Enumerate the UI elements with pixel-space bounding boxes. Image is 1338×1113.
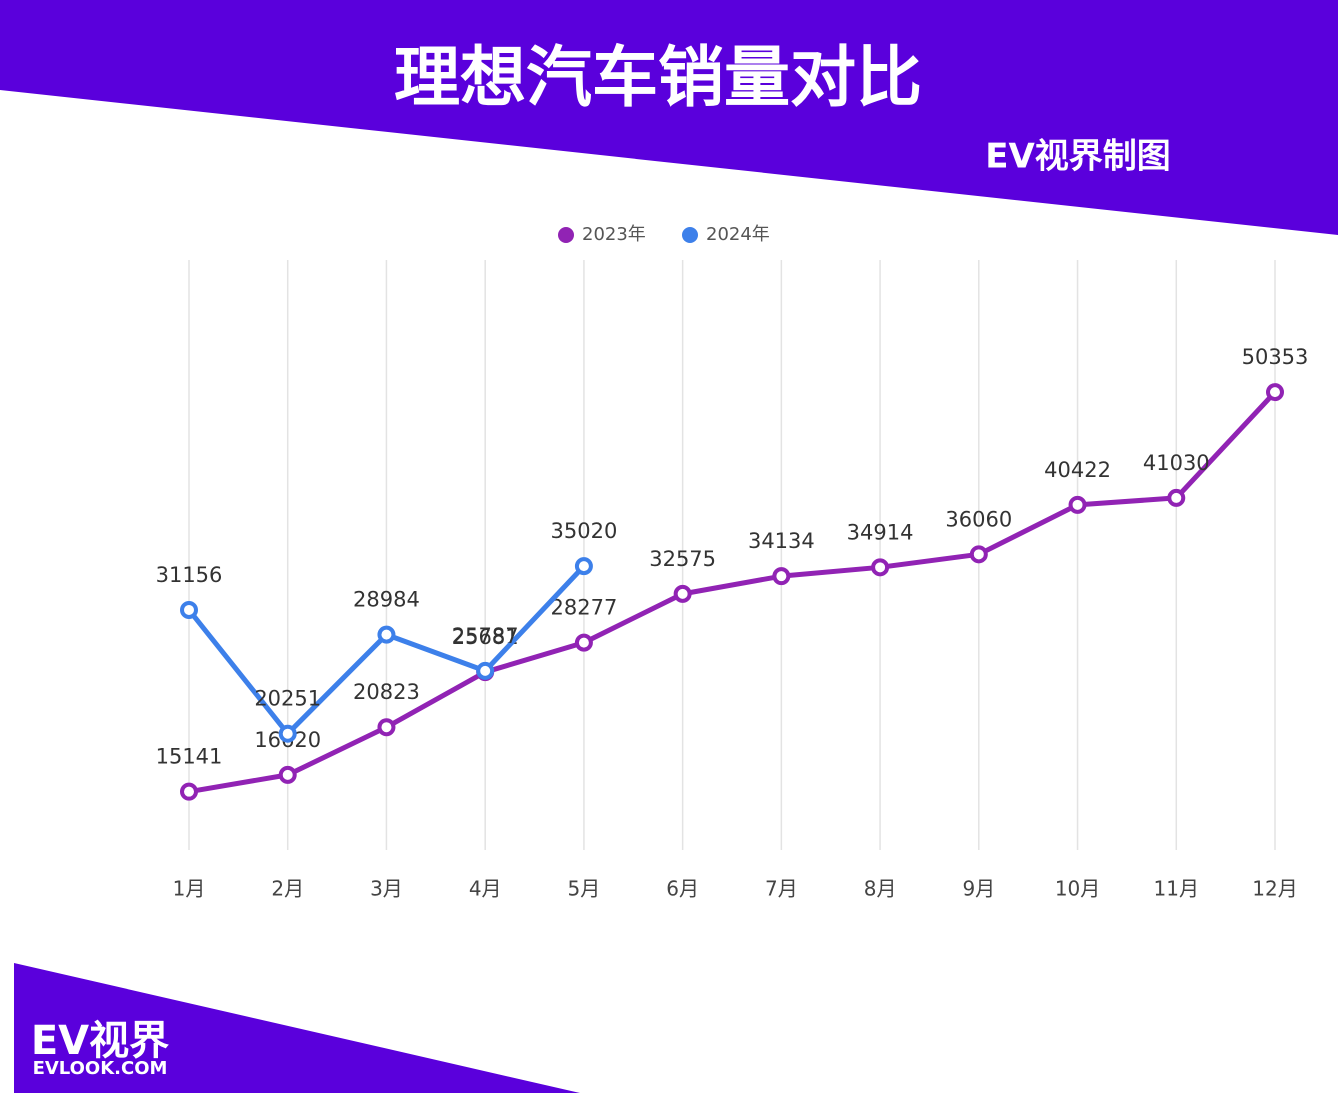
point	[574, 633, 593, 652]
logo: EV视界	[31, 1018, 169, 1064]
x-tick-label: 12月	[1252, 877, 1297, 901]
data-label: 34914	[847, 520, 914, 544]
point	[180, 782, 198, 801]
point	[871, 558, 890, 577]
point	[476, 661, 495, 680]
x-tick-label: 5月	[568, 877, 601, 901]
legend: 2023年 2024年	[558, 224, 770, 245]
legend-label: 2023年	[582, 224, 646, 245]
data-label: 28984	[353, 588, 420, 612]
point	[278, 724, 297, 743]
point	[278, 765, 297, 784]
point	[969, 545, 988, 564]
x-tick-label: 11月	[1154, 877, 1199, 901]
data-label: 31156	[156, 563, 223, 587]
point	[1068, 495, 1087, 514]
data-label: 50353	[1242, 345, 1309, 369]
data-label: 41030	[1143, 451, 1210, 475]
point	[1167, 488, 1186, 507]
chart-title: 理想汽车销量对比	[394, 39, 922, 116]
point	[180, 600, 198, 619]
data-label: 40422	[1044, 458, 1111, 482]
logo-url: EVLOOK.COM	[33, 1058, 168, 1079]
data-label: 36060	[945, 507, 1012, 531]
chart-subtitle: EV视界制图	[985, 137, 1171, 177]
data-label: 32575	[649, 547, 716, 571]
legend-label: 2024年	[706, 224, 770, 245]
x-tick-label: 6月	[666, 877, 699, 901]
x-tick-label: 10月	[1055, 877, 1100, 901]
point	[574, 557, 593, 576]
point	[377, 625, 396, 644]
legend-swatch	[682, 227, 698, 243]
series-line	[188, 390, 1277, 795]
x-tick-label: 7月	[765, 877, 798, 901]
data-label: 15141	[156, 745, 223, 769]
x-tick-label: 9月	[962, 877, 995, 901]
legend-swatch	[558, 227, 574, 243]
x-tick-label: 1月	[173, 877, 206, 901]
header-band	[0, 0, 1338, 235]
x-tick-label: 3月	[370, 877, 403, 901]
point	[377, 718, 396, 737]
point	[673, 584, 692, 603]
data-label: 28277	[551, 596, 618, 620]
x-tick-label: 4月	[469, 877, 502, 901]
data-label: 34134	[748, 529, 815, 553]
x-tick-label: 2月	[271, 877, 304, 901]
x-tick-label: 8月	[864, 877, 897, 901]
data-label: 20823	[353, 680, 420, 704]
data-label: 20251	[254, 687, 321, 711]
data-label: 25787	[452, 624, 519, 648]
footer-band	[14, 963, 580, 1093]
plot: 1月2月3月4月5月6月7月8月9月10月11月12月1514116620208…	[156, 260, 1309, 901]
point	[1266, 383, 1284, 402]
data-label: 35020	[551, 519, 618, 543]
point	[772, 567, 791, 586]
